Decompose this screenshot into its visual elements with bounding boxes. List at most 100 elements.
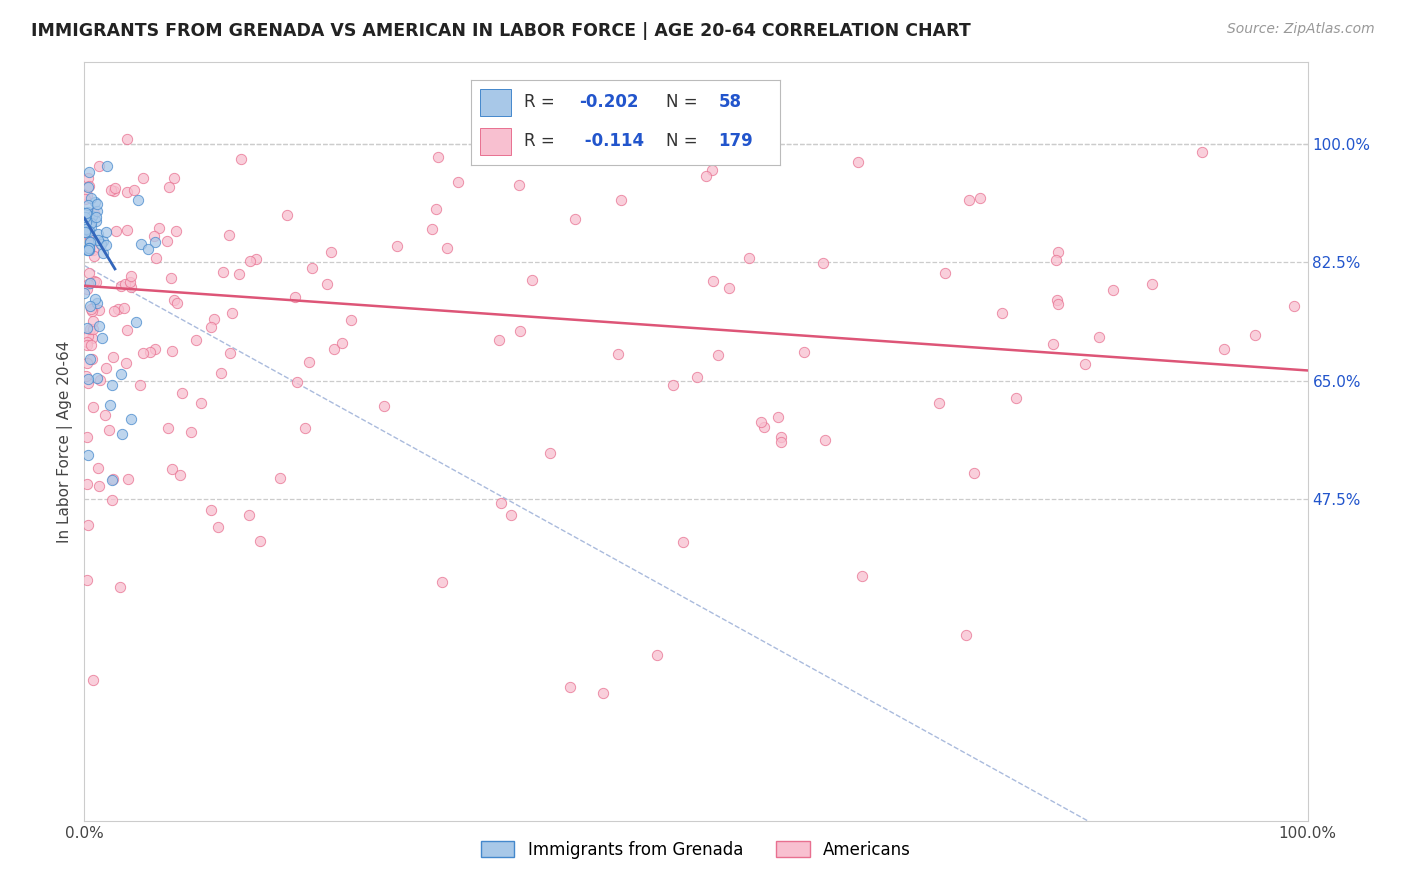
Point: [103, 184, 125, 198]
Point: [82, 351, 104, 366]
Point: [139, 345, 162, 359]
Point: [221, 306, 243, 320]
Point: [76, 518, 98, 533]
Point: [73, 192, 96, 206]
Point: [76, 337, 98, 351]
Point: [1213, 342, 1236, 356]
Point: [114, 356, 136, 370]
Point: [592, 686, 614, 700]
Point: [77, 228, 100, 243]
Point: [79, 232, 101, 246]
Point: [813, 255, 835, 269]
Point: [851, 568, 873, 582]
Point: [103, 351, 125, 365]
Point: [934, 267, 956, 281]
Y-axis label: In Labor Force | Age 20-64: In Labor Force | Age 20-64: [58, 341, 73, 542]
Point: [87, 479, 110, 493]
Point: [162, 293, 184, 308]
Point: [204, 312, 226, 326]
Point: [564, 212, 586, 227]
Point: [120, 412, 142, 426]
Point: [1046, 293, 1069, 307]
Point: [125, 315, 148, 329]
Point: [86, 296, 108, 310]
Point: [110, 279, 132, 293]
Point: [339, 313, 361, 327]
Point: [73, 225, 96, 239]
Point: [82, 400, 104, 414]
Point: [83, 274, 105, 288]
Point: [963, 466, 986, 480]
Point: [269, 470, 291, 484]
Point: [120, 268, 142, 283]
Point: [80, 191, 103, 205]
Point: [101, 493, 124, 508]
Point: [143, 343, 166, 357]
Point: [1005, 392, 1028, 406]
Point: [114, 277, 136, 292]
Point: [560, 680, 582, 694]
Point: [104, 180, 127, 194]
Point: [120, 280, 142, 294]
Point: [86, 204, 108, 219]
Point: [77, 266, 100, 280]
Point: [522, 273, 544, 287]
Point: [238, 508, 260, 522]
Point: [89, 373, 111, 387]
Point: [738, 251, 761, 265]
Point: [501, 508, 523, 523]
Point: [96, 159, 118, 173]
Point: [98, 398, 121, 412]
Point: [1088, 330, 1111, 344]
Point: [84, 194, 107, 209]
Point: [207, 520, 229, 534]
Point: [76, 573, 98, 587]
Point: [131, 346, 153, 360]
Point: [609, 194, 631, 208]
Point: [76, 321, 98, 335]
Point: [86, 371, 108, 385]
Point: [298, 355, 321, 369]
Point: [1042, 337, 1064, 351]
Point: [118, 275, 141, 289]
Point: [1284, 299, 1306, 313]
Point: [75, 206, 97, 220]
Point: [76, 188, 98, 202]
Point: [76, 282, 98, 296]
Point: [793, 345, 815, 359]
Point: [422, 221, 444, 235]
Point: [1074, 357, 1097, 371]
Point: [928, 396, 950, 410]
Point: [245, 252, 267, 266]
Point: [77, 242, 100, 256]
Point: [80, 302, 103, 317]
Point: [752, 419, 775, 434]
Point: [75, 368, 97, 383]
Text: N =: N =: [666, 132, 703, 150]
Point: [425, 202, 447, 217]
Point: [115, 132, 138, 146]
Point: [700, 162, 723, 177]
Point: [115, 323, 138, 337]
Point: [82, 322, 104, 336]
Point: [87, 461, 110, 475]
Point: [84, 210, 107, 224]
Point: [90, 237, 112, 252]
Point: [82, 314, 104, 328]
Point: [1244, 327, 1267, 342]
Legend: Immigrants from Grenada, Americans: Immigrants from Grenada, Americans: [474, 834, 918, 865]
Point: [76, 376, 98, 391]
Text: 179: 179: [718, 132, 754, 150]
Point: [80, 338, 103, 352]
Point: [645, 648, 668, 662]
Point: [373, 399, 395, 413]
FancyBboxPatch shape: [481, 128, 512, 155]
Point: [80, 219, 103, 234]
Point: [209, 366, 232, 380]
Point: [1191, 145, 1213, 160]
Point: [508, 178, 530, 192]
Point: [76, 430, 98, 444]
Point: [117, 223, 139, 237]
Point: [80, 209, 103, 223]
Point: [190, 396, 212, 410]
